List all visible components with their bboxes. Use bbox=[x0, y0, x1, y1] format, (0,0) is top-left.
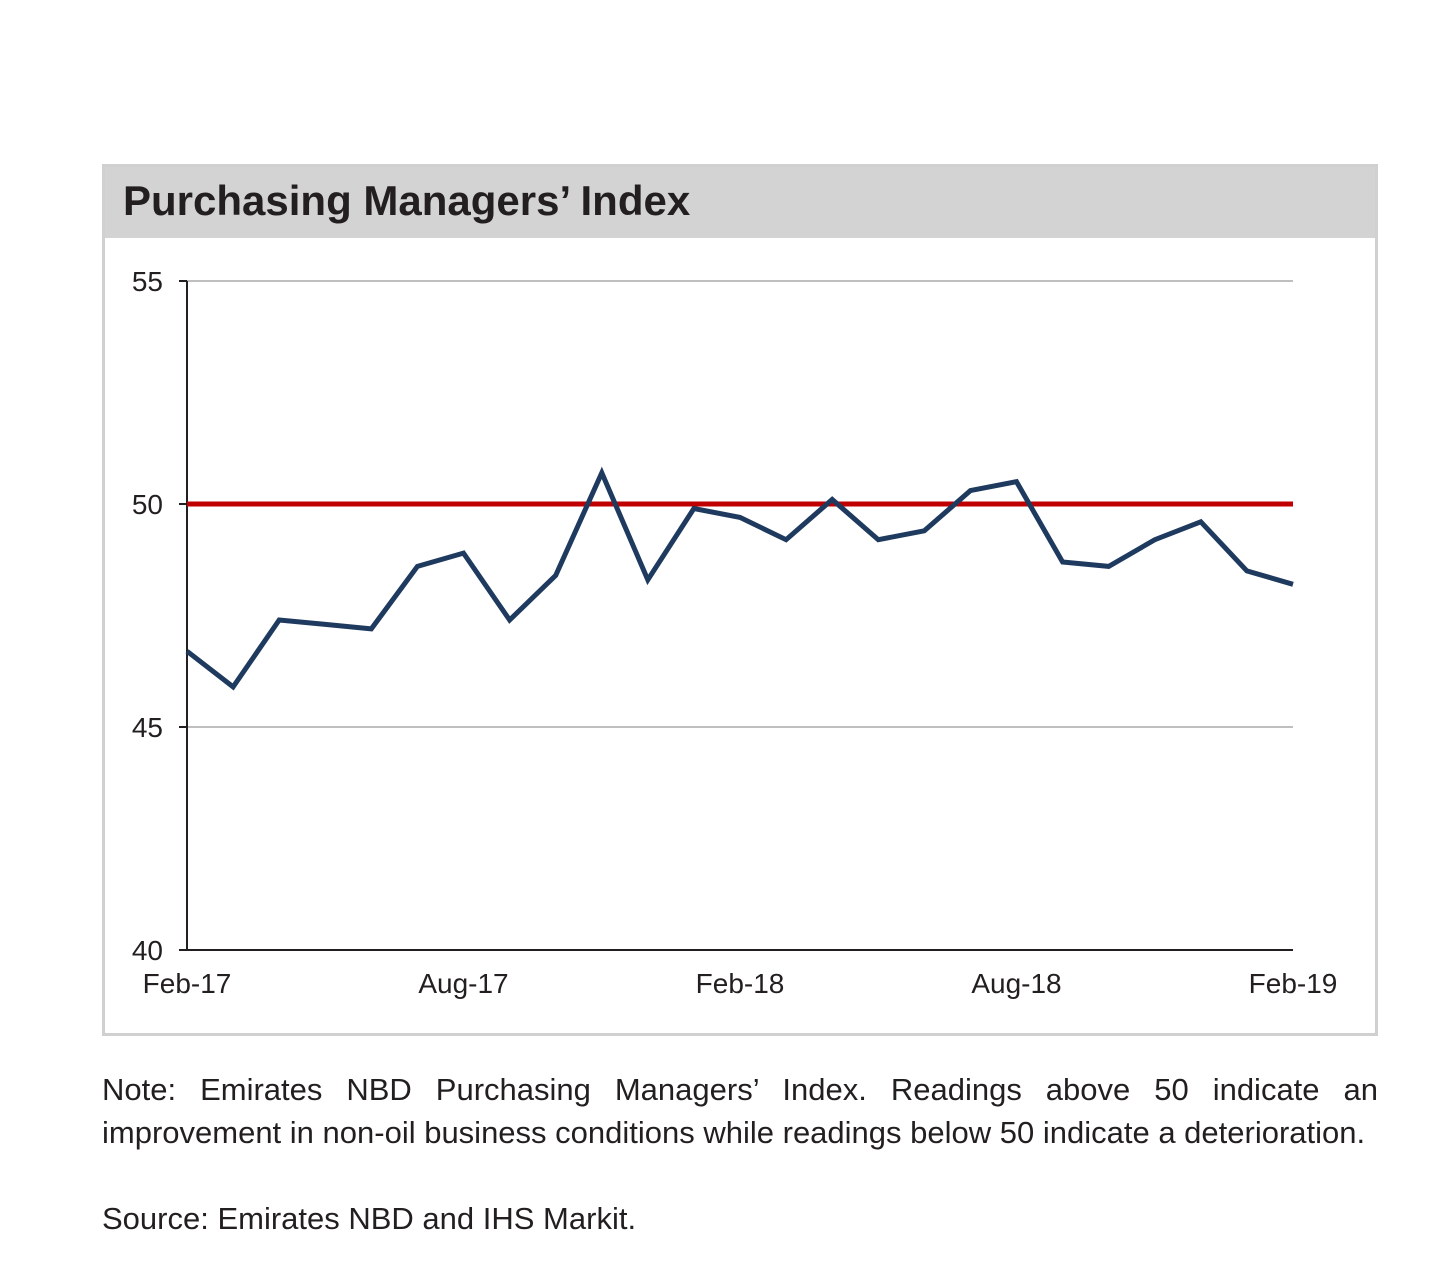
data-point-Apr-18 bbox=[830, 497, 835, 502]
x-tick-label-Feb-19: Feb-19 bbox=[1249, 968, 1338, 999]
data-point-Sep-17 bbox=[507, 617, 512, 622]
y-tick-label-45: 45 bbox=[132, 712, 163, 743]
data-point-Jul-17 bbox=[415, 564, 420, 569]
x-tick-label-Feb-18: Feb-18 bbox=[696, 968, 785, 999]
data-point-Sep-18 bbox=[1060, 559, 1065, 564]
data-point-Apr-17 bbox=[277, 617, 282, 622]
x-tick-label-Aug-17: Aug-17 bbox=[418, 968, 508, 999]
data-point-Aug-18 bbox=[1014, 479, 1019, 484]
axes bbox=[179, 280, 1293, 951]
chart-panel: Purchasing Managers’ Index 40 45 50 55 Feb-1… bbox=[102, 164, 1378, 1036]
data-point-Dec-18 bbox=[1198, 519, 1203, 524]
data-point-Aug-17 bbox=[461, 551, 466, 556]
chart-note: Note: Emirates NBD Purchasing Managers’ … bbox=[102, 1072, 1378, 1150]
data-point-Mar-18 bbox=[784, 537, 789, 542]
data-point-Oct-17 bbox=[553, 573, 558, 578]
data-point-Dec-17 bbox=[645, 577, 650, 582]
data-point-Nov-18 bbox=[1152, 537, 1157, 542]
x-tick-label-Aug-18: Aug-18 bbox=[971, 968, 1061, 999]
series-group bbox=[185, 466, 1296, 691]
data-point-Jun-17 bbox=[369, 626, 374, 631]
data-point-Jul-18 bbox=[968, 488, 973, 493]
tick-labels: 40 45 50 55 Feb-17 Aug-17 Feb-18 Aug-18 Feb-19 bbox=[132, 266, 1338, 999]
data-point-May-18 bbox=[876, 537, 881, 542]
chart-title: Purchasing Managers’ Index bbox=[123, 177, 691, 224]
y-tick-label-40: 40 bbox=[132, 935, 163, 966]
y-tick-label-50: 50 bbox=[132, 489, 163, 520]
series-line-0 bbox=[185, 466, 1294, 691]
data-point-Feb-17 bbox=[185, 649, 190, 654]
chart-source: Source: Emirates NBD and IHS Markit. bbox=[102, 1201, 637, 1236]
data-point-Oct-18 bbox=[1106, 564, 1111, 569]
x-tick-label-Feb-17: Feb-17 bbox=[143, 968, 232, 999]
y-tick-label-55: 55 bbox=[132, 266, 163, 297]
data-point-Mar-17 bbox=[231, 684, 236, 689]
data-point-Jun-18 bbox=[922, 528, 927, 533]
data-point-Feb-19 bbox=[1291, 582, 1296, 587]
chart-header: Purchasing Managers’ Index bbox=[105, 167, 1375, 238]
data-point-Jan-19 bbox=[1244, 568, 1249, 573]
data-point-Jan-18 bbox=[691, 506, 696, 511]
line-chart: 40 45 50 55 Feb-17 Aug-17 Feb-18 Aug-18 Feb-19 bbox=[132, 266, 1338, 999]
data-point-Nov-17 bbox=[599, 470, 604, 475]
data-point-May-17 bbox=[323, 622, 328, 627]
data-point-Feb-18 bbox=[738, 515, 743, 520]
